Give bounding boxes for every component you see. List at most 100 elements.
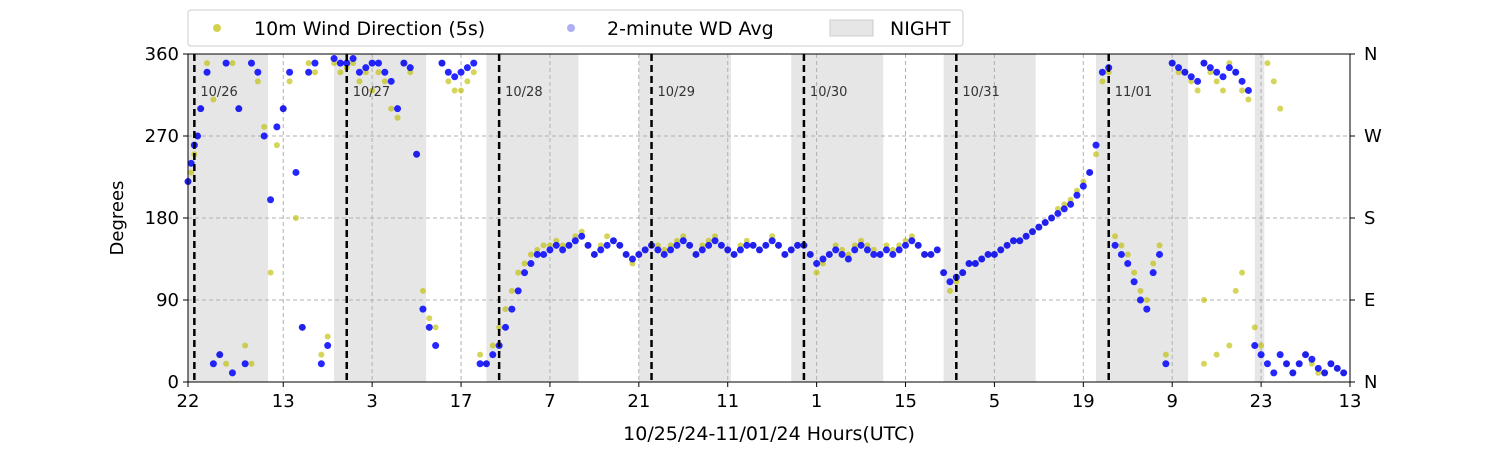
y-tick-label-right: E [1364,290,1375,311]
wind-direction-point [1162,351,1169,358]
2min-avg-point [216,351,224,359]
2min-avg-point [775,241,783,249]
wind-direction-point [1270,78,1277,85]
2min-avg-point [1219,73,1227,81]
2min-avg-point [241,360,249,368]
2min-avg-point [921,250,929,258]
2min-avg-point [394,105,402,113]
2min-avg-point [1321,369,1329,377]
2min-avg-point [1086,168,1094,176]
2min-avg-point [324,342,332,350]
y-tick-label-left: 360 [145,44,179,65]
wind-direction-point [1118,242,1125,249]
wind-direction-point [305,60,312,67]
wind-direction-point [1245,96,1252,103]
2min-avg-point [260,132,268,140]
2min-avg-point [527,260,535,268]
night-band [188,54,269,382]
legend-marker-wind-direction [213,24,221,32]
2min-avg-point [413,150,421,158]
2min-avg-point [857,241,865,249]
wind-direction-point [458,87,465,94]
wind-direction-point [1156,242,1163,249]
wind-direction-point [381,78,388,85]
x-tick-label: 11 [716,391,739,412]
wind-direction-point [1143,297,1150,303]
2min-avg-point [1175,64,1183,72]
2min-avg-point [1079,182,1087,190]
2min-avg-point [1333,364,1341,372]
2min-avg-point [482,360,490,368]
2min-avg-point [489,351,497,359]
wind-direction-point [496,324,503,331]
2min-avg-point [1238,77,1246,85]
wind-direction-point [419,287,426,294]
wind-direction-point [1194,87,1201,94]
wind-direction-point [1220,87,1227,94]
wind-direction-point [1258,342,1265,349]
2min-avg-point [940,269,948,277]
2min-avg-point [1276,351,1284,359]
wind-direction-point [527,251,534,258]
2min-avg-point [463,64,471,72]
wind-direction-point [540,242,547,249]
2min-avg-point [914,241,922,249]
2min-avg-point [971,260,979,268]
2min-avg-point [870,250,878,258]
legend-label-night: NIGHT [890,18,951,40]
2min-avg-point [946,278,954,286]
y-axis-right-ticks: N E S W N [1350,44,1382,393]
wind-direction-point [515,269,522,276]
wind-direction-point [311,69,318,76]
2min-avg-point [1092,141,1100,149]
2min-avg-point [1302,351,1310,359]
2min-avg-point [374,59,382,67]
2min-avg-point [1340,369,1348,377]
2min-avg-point [813,260,821,268]
2min-avg-point [1314,364,1322,372]
2min-avg-point [1117,250,1125,258]
x-tick-label: 13 [272,391,295,412]
x-tick-label: 3 [366,391,377,412]
2min-avg-point [844,255,852,263]
wind-direction-point [356,78,363,85]
2min-avg-point [692,250,700,258]
2min-avg-point [1060,205,1068,213]
2min-avg-point [1124,260,1132,268]
2min-avg-point [1270,369,1278,377]
2min-avg-point [381,68,389,76]
wind-direction-point [1200,297,1207,303]
x-axis-ticks: 22 13 3 17 7 21 11 1 15 5 19 9 23 13 [177,382,1361,412]
wind-direction-point [470,69,477,76]
2min-avg-point [908,237,916,245]
2min-avg-point [501,323,509,331]
day-marker-label: 10/26 [200,85,237,100]
2min-avg-point [1041,219,1049,227]
2min-avg-point [717,241,725,249]
wind-direction-point [1213,351,1220,358]
2min-avg-point [641,246,649,254]
wind-direction-point [369,87,376,94]
2min-avg-point [349,55,357,63]
wind-direction-point [946,287,953,294]
2min-avg-point [1225,64,1233,72]
2min-avg-point [603,241,611,249]
day-marker-label: 11/01 [1115,85,1152,100]
2min-avg-point [419,305,427,313]
2min-avg-point [508,305,516,313]
2min-avg-point [355,68,363,76]
2min-avg-point [1295,360,1303,368]
2min-avg-point [997,246,1005,254]
wind-direction-point [223,360,230,367]
2min-avg-point [330,55,338,63]
2min-avg-point [273,123,281,131]
x-tick-label: 19 [1072,391,1095,412]
x-tick-label: 22 [177,391,200,412]
2min-avg-point [933,246,941,254]
y-tick-label-left: 90 [156,290,179,311]
2min-avg-point [876,250,884,258]
wind-direction-point [286,78,293,85]
2min-avg-point [959,269,967,277]
wind-direction-point [1200,360,1207,367]
2min-avg-point [546,246,554,254]
